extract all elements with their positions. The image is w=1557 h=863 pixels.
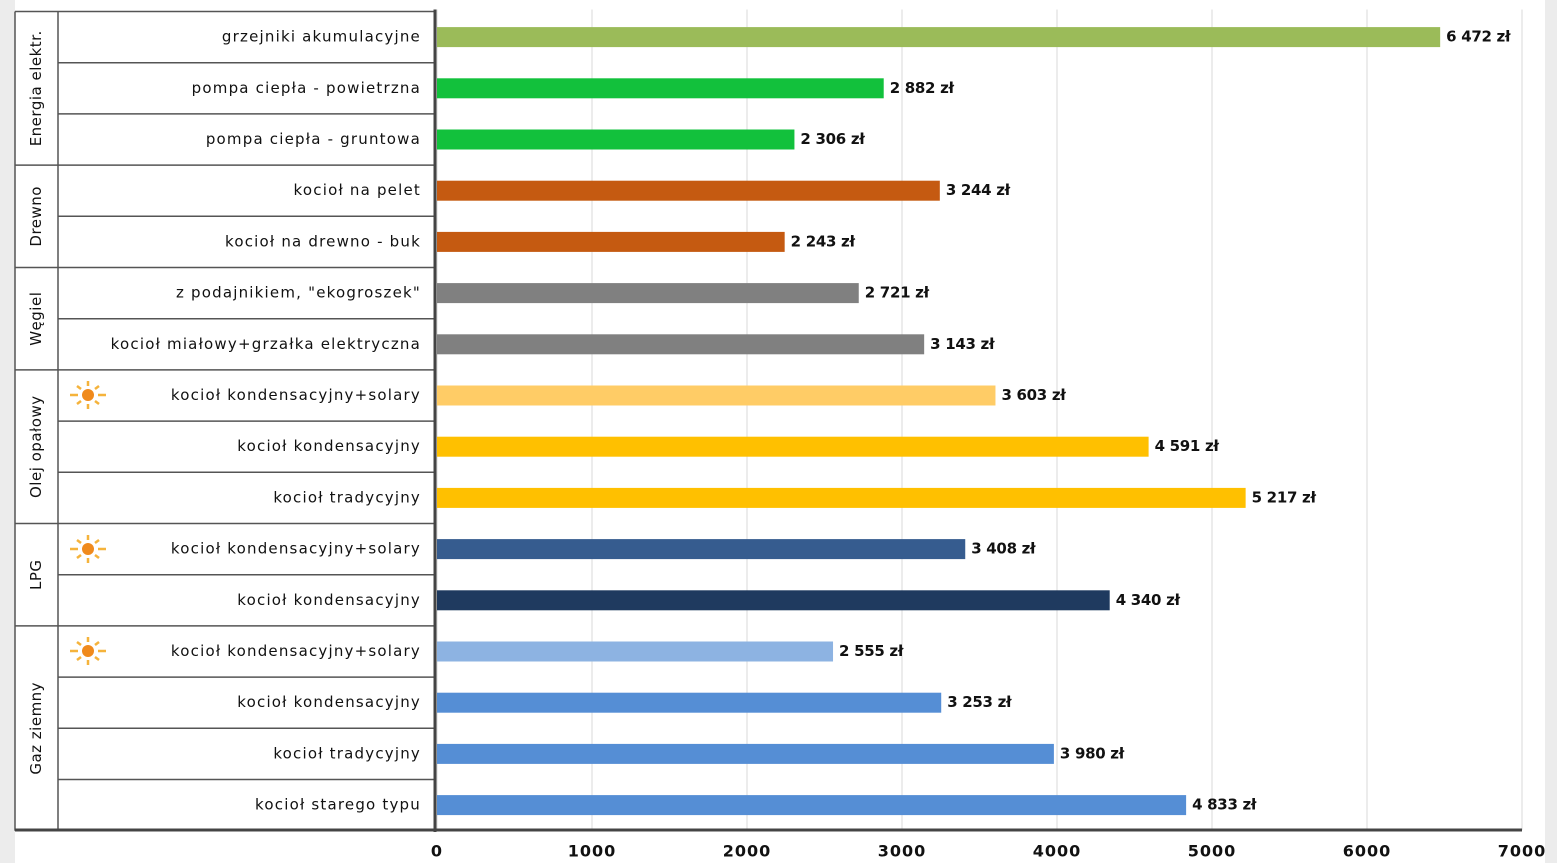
- category-label: grzejniki akumulacyjne: [222, 28, 421, 46]
- value-label: 2 306 zł: [800, 130, 865, 148]
- group-label: Drewno: [27, 186, 45, 247]
- bar: [437, 283, 859, 304]
- sun-icon: [70, 637, 106, 665]
- bar: [437, 334, 925, 355]
- bar: [437, 795, 1187, 816]
- x-tick-label: 3000: [878, 842, 927, 861]
- value-label: 3 143 zł: [930, 335, 995, 353]
- group-label: Energia elektr.: [27, 30, 45, 146]
- category-label: z podajnikiem, "ekogroszek": [176, 284, 421, 302]
- x-tick-label: 7000: [1498, 842, 1547, 861]
- category-label: kocioł tradycyjny: [273, 488, 421, 506]
- x-tick-label: 6000: [1343, 842, 1392, 861]
- bar: [437, 78, 884, 99]
- group-label: LPG: [27, 559, 45, 590]
- category-label: kocioł kondensacyjny: [237, 437, 421, 455]
- category-label: kocioł kondensacyjny: [237, 693, 421, 711]
- x-tick-label: 0: [431, 842, 443, 861]
- category-label: pompa ciepła - powietrzna: [192, 79, 421, 97]
- category-label: kocioł kondensacyjny+solary: [171, 540, 421, 558]
- value-label: 3 408 zł: [971, 540, 1036, 558]
- value-label: 6 472 zł: [1446, 28, 1511, 46]
- sun-icons: [70, 381, 106, 665]
- category-label: kocioł kondensacyjny: [237, 591, 421, 609]
- value-label: 2 882 zł: [890, 79, 955, 97]
- x-tick-label: 4000: [1033, 842, 1082, 861]
- bar: [437, 27, 1441, 48]
- bar: [437, 436, 1149, 457]
- category-label: kocioł kondensacyjny+solary: [171, 386, 421, 404]
- value-label: 4 340 zł: [1116, 591, 1181, 609]
- group-label: Olej opałowy: [27, 395, 45, 498]
- bar: [437, 743, 1054, 764]
- bar: [437, 231, 785, 252]
- bar: [437, 385, 996, 406]
- value-label: 3 603 zł: [1001, 386, 1066, 404]
- category-label: kocioł tradycyjny: [273, 744, 421, 762]
- value-label: 2 721 zł: [865, 284, 930, 302]
- value-label: 3 244 zł: [946, 181, 1011, 199]
- category-label: pompa ciepła - gruntowa: [206, 130, 421, 148]
- category-label: kocioł na pelet: [294, 181, 421, 199]
- group-label: Węgiel: [27, 292, 45, 346]
- x-tick-label: 5000: [1188, 842, 1237, 861]
- category-label: kocioł kondensacyjny+solary: [171, 642, 421, 660]
- bar: [437, 590, 1110, 611]
- sun-icon: [70, 535, 106, 563]
- sun-icon: [70, 381, 106, 409]
- x-tick-label: 2000: [723, 842, 772, 861]
- category-label: kocioł starego typu: [255, 796, 421, 814]
- value-label: 4 591 zł: [1155, 437, 1220, 455]
- bar: [437, 539, 966, 560]
- bar: [437, 641, 834, 662]
- bar: [437, 692, 942, 713]
- bar: [437, 129, 795, 150]
- value-label: 5 217 zł: [1252, 488, 1317, 506]
- bar: [437, 180, 940, 201]
- category-label: kocioł miałowy+grzałka elektryczna: [111, 335, 421, 353]
- value-label: 3 980 zł: [1060, 744, 1125, 762]
- value-label: 4 833 zł: [1192, 796, 1257, 814]
- category-label: kocioł na drewno - buk: [225, 232, 421, 250]
- value-label: 3 253 zł: [947, 693, 1012, 711]
- value-label: 2 555 zł: [839, 642, 904, 660]
- bar: [437, 487, 1246, 508]
- group-label: Gaz ziemny: [27, 682, 45, 775]
- value-label: 2 243 zł: [791, 232, 856, 250]
- x-tick-label: 1000: [568, 842, 617, 861]
